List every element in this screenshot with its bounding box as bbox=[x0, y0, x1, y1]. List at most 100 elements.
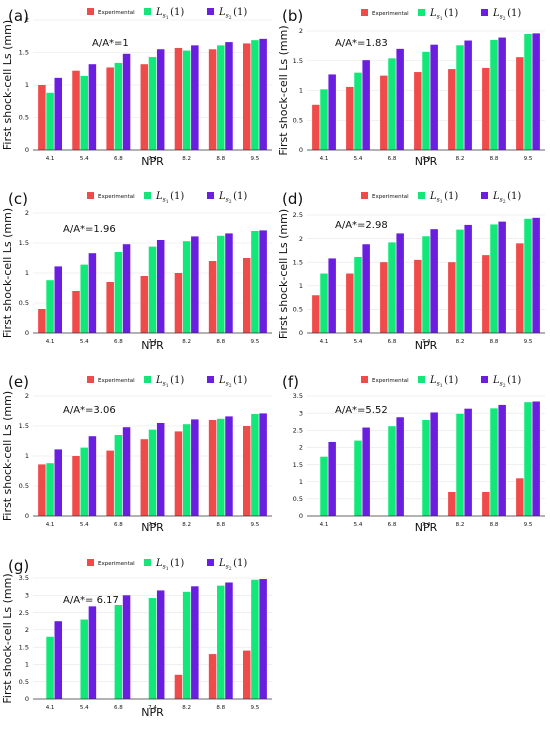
bar-ls1 bbox=[114, 604, 123, 699]
bar-experimental bbox=[72, 291, 80, 333]
legend-swatch-ls1 bbox=[144, 376, 151, 383]
bar-ls1 bbox=[422, 420, 430, 516]
x-tick-label: 6.8 bbox=[114, 339, 123, 345]
legend-label-ls1: Ls1(1) bbox=[155, 375, 184, 389]
legend-swatch-ls1 bbox=[144, 8, 151, 15]
bar-experimental bbox=[448, 492, 456, 516]
bar-ls1 bbox=[217, 418, 225, 516]
y-tick-label: 3 bbox=[299, 409, 303, 417]
bar-experimental bbox=[208, 49, 217, 150]
x-tick-label: 7.4 bbox=[148, 339, 157, 345]
legend-swatch-ls2 bbox=[207, 8, 214, 15]
legend-swatch-experimental bbox=[87, 8, 94, 15]
bar-experimental bbox=[312, 295, 320, 333]
x-tick-label: 8.2 bbox=[182, 156, 191, 162]
chart-panel-g: 0 0.5 1 1.5 2 2.5 3 3.5 4.1 5.4 6.8 7.4 8.2 8.8 9.5 NPR… bbox=[1, 557, 272, 719]
bar-experimental bbox=[106, 282, 114, 333]
bar-ls1 bbox=[388, 242, 396, 333]
bar-ls2 bbox=[122, 427, 131, 516]
bar-ls1 bbox=[80, 75, 88, 150]
bar-experimental bbox=[174, 431, 183, 516]
x-tick-label: 4.1 bbox=[46, 339, 55, 345]
y-tick-label: 0.5 bbox=[19, 299, 29, 307]
bar-experimental bbox=[242, 426, 251, 516]
x-tick-label: 5.4 bbox=[80, 522, 89, 528]
bar-ls2 bbox=[122, 595, 131, 699]
bar-experimental bbox=[414, 72, 422, 150]
legend-swatch-experimental bbox=[87, 559, 94, 566]
bar-ls2 bbox=[191, 586, 199, 699]
bar-experimental bbox=[448, 262, 456, 333]
x-axis-title: NPR bbox=[415, 339, 438, 352]
legend-label-experimental: Experimental bbox=[372, 378, 409, 384]
bar-experimental bbox=[516, 478, 524, 516]
bar-ls2 bbox=[225, 582, 233, 699]
y-tick-label: 0 bbox=[25, 329, 29, 337]
y-tick-label: 2.5 bbox=[293, 426, 303, 434]
bar-ls1 bbox=[524, 402, 532, 516]
panel-label: (a) bbox=[8, 7, 29, 25]
bar-ls2 bbox=[122, 244, 131, 333]
y-tick-label: 2 bbox=[25, 16, 29, 24]
x-tick-label: 8.2 bbox=[182, 339, 191, 345]
x-tick-label: 9.5 bbox=[524, 522, 533, 528]
bar-ls2 bbox=[328, 258, 336, 333]
bar-ls1 bbox=[422, 51, 430, 150]
bar-ls2 bbox=[225, 42, 233, 150]
bar-ls1 bbox=[80, 619, 88, 699]
legend-swatch-experimental bbox=[87, 376, 94, 383]
bar-ls1 bbox=[80, 264, 88, 333]
bar-experimental bbox=[482, 67, 490, 150]
y-tick-label: 0.5 bbox=[293, 116, 303, 124]
x-tick-label: 5.4 bbox=[80, 339, 89, 345]
x-tick-label: 8.2 bbox=[456, 339, 465, 345]
y-tick-label: 1.5 bbox=[293, 258, 303, 266]
y-tick-label: 0 bbox=[25, 695, 29, 703]
bar-ls1 bbox=[524, 33, 532, 151]
bar-experimental bbox=[242, 43, 251, 150]
bar-experimental bbox=[208, 420, 217, 516]
x-tick-label: 7.4 bbox=[422, 156, 431, 162]
y-tick-label: 1 bbox=[25, 81, 29, 89]
bar-experimental bbox=[380, 75, 388, 151]
bar-experimental bbox=[106, 67, 114, 150]
bar-ls2 bbox=[532, 401, 540, 516]
x-tick-label: 4.1 bbox=[320, 339, 329, 345]
bar-ls1 bbox=[148, 57, 157, 150]
x-tick-label: 5.4 bbox=[80, 705, 89, 711]
bar-ls1 bbox=[217, 45, 225, 150]
bar-ls2 bbox=[362, 244, 370, 333]
x-tick-label: 6.8 bbox=[114, 705, 123, 711]
bar-ls2 bbox=[362, 60, 370, 150]
legend: Experimental Ls1(1) Ls2(1) bbox=[87, 191, 247, 205]
legend: Experimental Ls1(1) Ls2(1) bbox=[87, 558, 247, 572]
bar-experimental bbox=[516, 243, 524, 333]
y-tick-label: 0 bbox=[299, 329, 303, 337]
y-tick-label: 0 bbox=[299, 512, 303, 520]
panel-label: (d) bbox=[282, 190, 303, 208]
bar-ls1 bbox=[320, 456, 328, 516]
panel-label: (c) bbox=[8, 190, 28, 208]
bar-experimental bbox=[242, 258, 251, 333]
bar-ls1 bbox=[251, 231, 259, 333]
chart-panel-c: 0 0.5 1 1.5 2 4.1 5.4 6.8 7.4 8.2 8.8 9.5 NPR First s… bbox=[1, 190, 272, 352]
bar-ls1 bbox=[251, 40, 259, 150]
chart-panel-f: 0 0.5 1 1.5 2 2.5 3 3.5 4.1 5.4 6.8 7.4 8.2 8.8 9.5 NPR… bbox=[282, 373, 545, 534]
x-tick-label: 6.8 bbox=[388, 522, 397, 528]
legend-label-ls1: Ls1(1) bbox=[155, 558, 184, 572]
legend-label-ls1: Ls1(1) bbox=[429, 375, 458, 389]
legend-label-ls2: Ls2(1) bbox=[492, 191, 521, 205]
legend-label-ls1: Ls1(1) bbox=[429, 8, 458, 22]
x-tick-label: 8.8 bbox=[216, 339, 225, 345]
bar-ls1 bbox=[456, 229, 464, 333]
bar-ls2 bbox=[156, 590, 165, 699]
bar-ls2 bbox=[225, 233, 233, 333]
legend-label-ls1: Ls1(1) bbox=[155, 191, 184, 205]
legend-label-experimental: Experimental bbox=[98, 561, 135, 567]
y-tick-label: 1 bbox=[25, 269, 29, 277]
bar-ls1 bbox=[114, 252, 123, 333]
bar-ls1 bbox=[456, 45, 464, 150]
bar-ls1 bbox=[251, 579, 259, 699]
bar-ls1 bbox=[46, 636, 54, 699]
bar-ls2 bbox=[54, 77, 63, 150]
